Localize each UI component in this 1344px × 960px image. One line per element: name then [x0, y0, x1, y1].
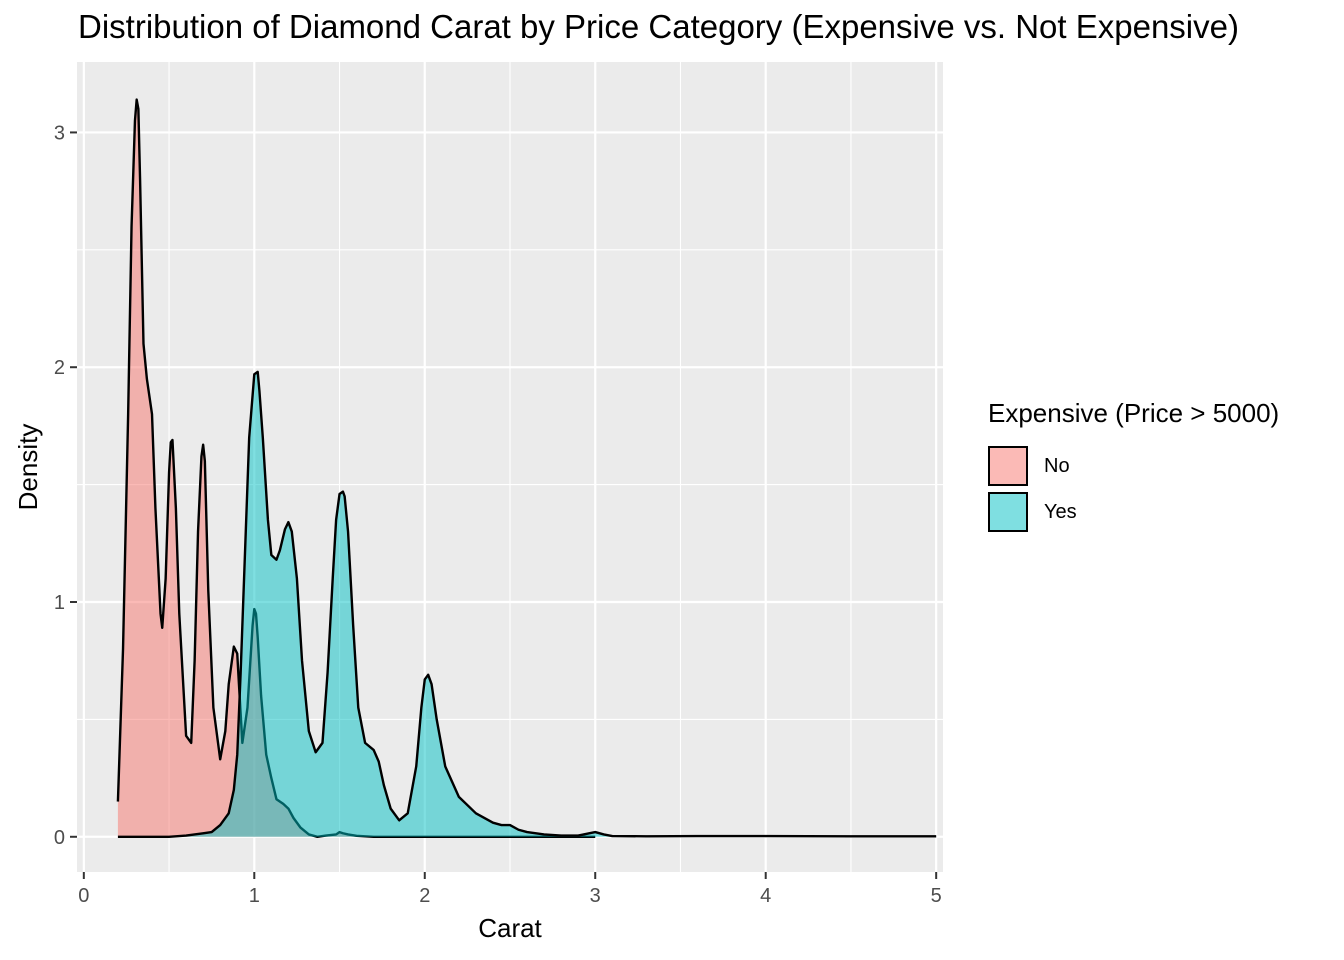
- x-tick-label: 2: [419, 885, 430, 907]
- density-area-no: [117, 99, 596, 837]
- legend-label-no: No: [1044, 454, 1070, 477]
- legend-label-yes: Yes: [1044, 500, 1077, 523]
- legend-key-yes: [988, 492, 1028, 532]
- y-tick-label: 3: [54, 122, 65, 144]
- x-tick-label: 1: [249, 885, 260, 907]
- y-tick-label: 1: [54, 592, 65, 614]
- x-tick-label: 4: [760, 885, 771, 907]
- x-tick-label: 5: [931, 885, 942, 907]
- x-tick-label: 0: [78, 885, 89, 907]
- axes: 0 1 2 3 4 5 0 1 2 3: [54, 122, 942, 907]
- chart-title: Distribution of Diamond Carat by Price C…: [78, 8, 1239, 45]
- legend-title: Expensive (Price > 5000): [988, 398, 1280, 428]
- y-axis-title: Density: [13, 424, 43, 511]
- x-tick-label: 3: [590, 885, 601, 907]
- x-axis-title: Carat: [478, 913, 542, 943]
- y-tick-label: 2: [54, 357, 65, 379]
- minor-gridlines: [77, 62, 943, 872]
- density-line-yes: [117, 370, 937, 838]
- y-tick-label: 0: [54, 827, 65, 849]
- legend-item-yes: Yes: [988, 489, 1279, 535]
- density-areas: [116, 98, 937, 838]
- density-line-no: [116, 98, 596, 838]
- legend-key-no: [988, 446, 1028, 486]
- legend-item-no: No: [988, 443, 1279, 489]
- density-area-yes: [117, 371, 937, 837]
- legend: Expensive (Price > 5000) No Yes: [988, 398, 1279, 535]
